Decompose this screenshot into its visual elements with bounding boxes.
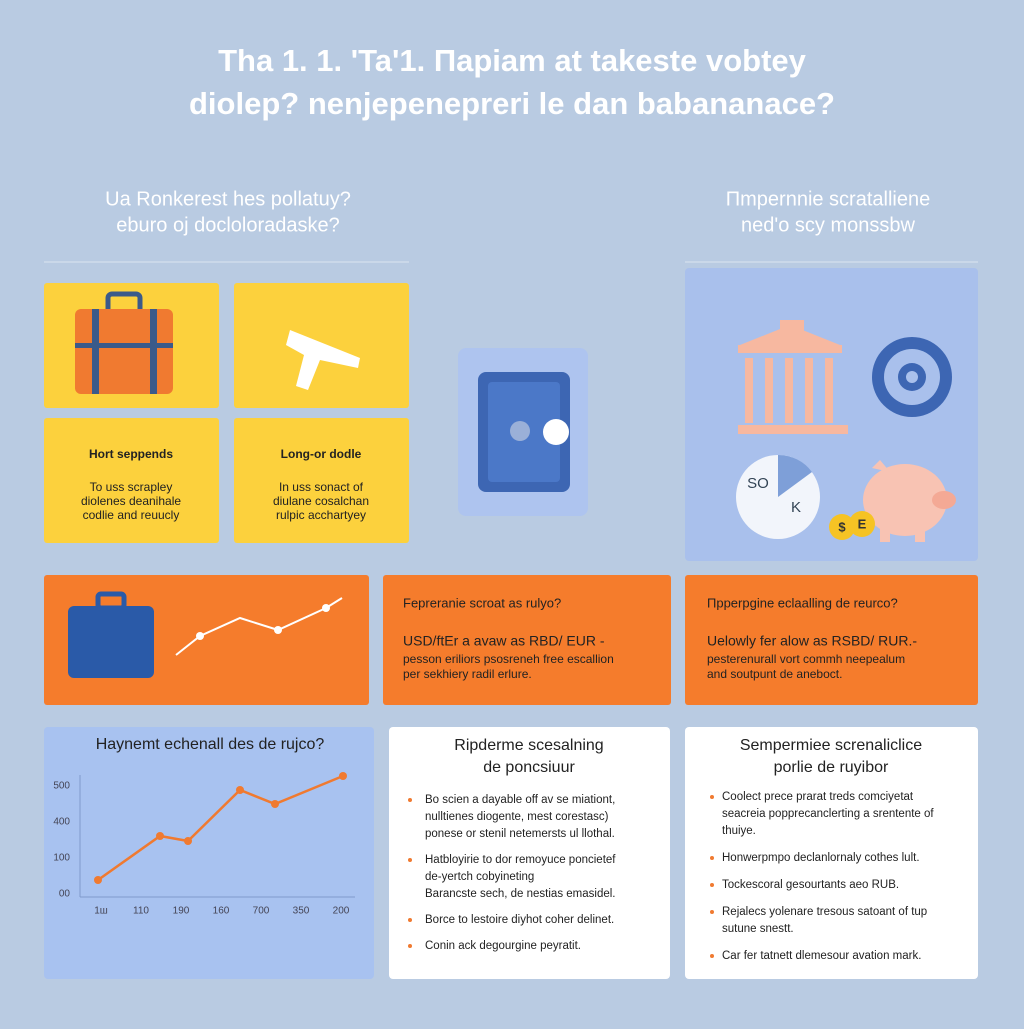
list-item: thuiye. bbox=[722, 825, 756, 837]
title-line: Tha 1. 1. 'Ta'1. Паpiam at takeste vobte… bbox=[218, 43, 807, 78]
x-label: 350 bbox=[293, 906, 310, 917]
list-item: Conin ack degourgine peyratit. bbox=[425, 940, 581, 952]
coin bbox=[829, 514, 855, 540]
card-heading: Пpperpgine eclaalling de reurco? bbox=[707, 595, 898, 610]
bullet bbox=[408, 798, 412, 802]
card-text: pesterenurall vort commh neepealum bbox=[707, 652, 905, 666]
x-label: 700 bbox=[253, 906, 270, 917]
y-label: 100 bbox=[53, 853, 70, 864]
pie-label: SO bbox=[747, 475, 769, 492]
card-text: USD/ftEr a avaw as RBD/ EUR - bbox=[403, 633, 605, 649]
piggy-icon bbox=[863, 460, 956, 542]
bullet bbox=[710, 910, 714, 914]
pie-icon bbox=[736, 454, 820, 539]
list-item: Barancste sech, de nestias emasidel. bbox=[425, 888, 616, 900]
list-item: nulltienes diogente, mest corestasc) bbox=[425, 811, 609, 823]
card bbox=[685, 575, 978, 705]
bullet bbox=[710, 954, 714, 958]
left-heading: Ua Ronkerest hes pollatuy? bbox=[105, 188, 351, 210]
tile-text: To uss scrapley bbox=[90, 480, 173, 494]
tile-title: Hort seppends bbox=[89, 447, 173, 461]
card-text: Uelowly fer alow as RSBD/ RUR.- bbox=[707, 633, 917, 649]
x-label: 160 bbox=[213, 906, 230, 917]
list-item: Coolect prece prarat treds comciyetat bbox=[722, 791, 914, 803]
briefcase-icon bbox=[75, 291, 173, 394]
tile-text: codlie and reuucly bbox=[83, 508, 180, 522]
tile-text: rulpic acchartyey bbox=[276, 508, 366, 522]
y-label: 500 bbox=[53, 781, 70, 792]
bank-icon bbox=[738, 320, 848, 434]
x-label: 110 bbox=[133, 906, 149, 917]
card-text: pesson eriliors psosreneh free escallion bbox=[403, 652, 614, 666]
list-item: seacreia popprecanclerting a srentente o… bbox=[722, 808, 934, 820]
bullet bbox=[408, 858, 412, 862]
bullet bbox=[710, 795, 714, 799]
list-item: sutune snestt. bbox=[722, 923, 794, 935]
list-item: Car fer tatnett dlemesour avation mark. bbox=[722, 950, 921, 962]
coin-label: E bbox=[858, 516, 867, 531]
y-label: 00 bbox=[59, 889, 71, 900]
list-title: porlie de ruyibor bbox=[774, 759, 889, 776]
list-item: ponese or stenil netemersts ul llothal. bbox=[425, 828, 615, 840]
list-item: Hatbloyirie to dor remoyuce poncietef bbox=[425, 854, 616, 866]
tile bbox=[234, 418, 409, 543]
chart-points bbox=[94, 772, 347, 884]
tile-text: diulane cosalchan bbox=[273, 494, 369, 508]
suitcase-icon bbox=[68, 591, 154, 678]
coin bbox=[849, 511, 875, 537]
bullet bbox=[710, 883, 714, 887]
tile bbox=[44, 418, 219, 543]
card-heading: Fepreranie scroat as rulyo? bbox=[403, 595, 561, 610]
list-title: de poncsiuur bbox=[483, 759, 575, 776]
bullet bbox=[710, 856, 714, 860]
list-item: Tockescoral gesourtants aeo RUB. bbox=[722, 879, 899, 891]
right-heading: ned'o scy monssbw bbox=[741, 214, 915, 236]
card bbox=[383, 575, 671, 705]
right-heading: Пmpernnie scratalliene bbox=[726, 188, 930, 210]
bullet bbox=[408, 944, 412, 948]
x-label: 190 bbox=[173, 906, 190, 917]
list-panel bbox=[389, 727, 670, 979]
chart-title: Haynemt echenall des de rujco? bbox=[96, 736, 325, 753]
list-item: Honwerpmpo declanlornaly cothes lult. bbox=[722, 852, 920, 864]
list-title: Sempermiee screnaliclice bbox=[740, 737, 922, 754]
coin-label: $ bbox=[838, 519, 846, 534]
safe-icon bbox=[478, 372, 570, 492]
left-heading: eburo oj docloloradaske? bbox=[116, 214, 340, 236]
tile-title: Long-or dodle bbox=[281, 447, 362, 461]
gear-icon bbox=[872, 337, 952, 417]
tile-text: In uss sonact of bbox=[279, 480, 364, 494]
x-label: 200 bbox=[333, 906, 350, 917]
chart-line bbox=[97, 774, 344, 882]
list-panel bbox=[685, 727, 978, 979]
list-title: Ripderme scesalning bbox=[454, 737, 603, 754]
list-item: Bo scien a dayable off av se miationt, bbox=[425, 794, 615, 806]
trend-line bbox=[175, 597, 343, 656]
y-label: 400 bbox=[53, 817, 70, 828]
card-text: per sekhiery radil erlure. bbox=[403, 667, 532, 681]
tile-text: diolenes deanihale bbox=[81, 494, 181, 508]
plane-icon bbox=[286, 330, 360, 390]
bullet bbox=[408, 918, 412, 922]
x-label: 1ш bbox=[94, 906, 108, 917]
chart-panel bbox=[44, 727, 374, 979]
list-item: Borce to lestoire diyhot coher delinet. bbox=[425, 914, 614, 926]
title-line: diolep? nenjepenepreri le dan babananace… bbox=[189, 86, 835, 121]
list-item: Rejalecs yolenare tresous satoant of tup bbox=[722, 906, 927, 918]
pie-label: K bbox=[791, 499, 801, 516]
list-item: de-yertch cobyineting bbox=[425, 871, 534, 883]
card-text: and soutpunt de aneboct. bbox=[707, 667, 842, 681]
